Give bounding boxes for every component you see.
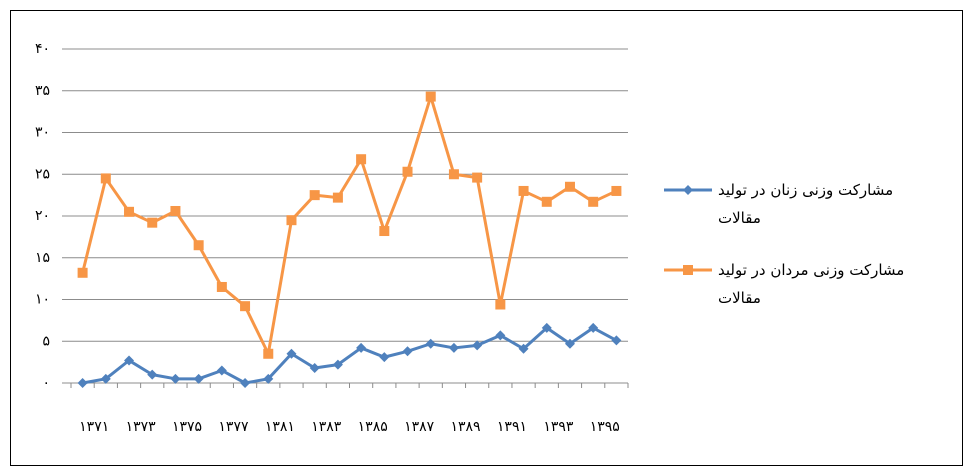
data-point <box>402 166 413 177</box>
y-tick-label: ۱۰ <box>35 292 50 308</box>
legend-marker <box>683 265 693 275</box>
data-point <box>402 346 413 357</box>
data-point <box>216 365 227 376</box>
x-tick-label: ۱۳۷۳ <box>126 419 157 435</box>
y-tick-label: ۵ <box>42 333 50 349</box>
legend-label: مشارکت وزنی مردان در تولید مقالات <box>718 261 905 307</box>
data-point <box>611 185 622 196</box>
data-point <box>100 173 111 184</box>
legend-marker <box>683 185 693 195</box>
data-point <box>541 196 552 207</box>
x-tick-label: ۱۳۹۱ <box>497 419 527 435</box>
data-point <box>77 378 88 388</box>
data-point <box>170 205 181 216</box>
data-point <box>356 154 367 165</box>
data-point <box>564 181 575 192</box>
y-tick-label: ۳۰ <box>35 125 50 141</box>
data-point <box>263 373 274 384</box>
data-point <box>564 338 575 349</box>
y-tick-label: ۳۵ <box>35 83 50 99</box>
data-point <box>541 322 552 333</box>
x-tick-label: ۱۳۸۱ <box>265 419 295 435</box>
x-tick-label: ۱۳۹۵ <box>590 419 620 435</box>
legend-label: مشارکت وزنی زنان در تولید مقالات <box>718 181 894 227</box>
data-point <box>124 355 135 366</box>
data-point <box>518 343 529 354</box>
data-point <box>425 91 436 102</box>
data-point <box>286 215 297 226</box>
data-point <box>332 359 343 370</box>
data-point <box>309 362 320 373</box>
data-point <box>611 335 622 346</box>
data-point <box>170 373 181 384</box>
y-tick-label: ۲۵ <box>35 166 50 182</box>
data-point <box>588 196 599 207</box>
data-point <box>77 267 88 278</box>
data-point <box>100 373 111 384</box>
data-point <box>332 192 343 203</box>
data-point <box>193 373 204 384</box>
data-point <box>286 348 297 359</box>
data-point <box>518 185 529 196</box>
y-tick-label: ۰ <box>42 375 50 391</box>
y-tick-label: ۱۵ <box>35 250 50 266</box>
data-point <box>379 226 390 237</box>
data-point <box>448 169 459 180</box>
data-point <box>495 330 506 341</box>
chart-border <box>10 10 963 466</box>
x-tick-label: ۱۳۷۷ <box>218 419 249 435</box>
data-point <box>240 378 251 388</box>
y-tick-label: ۴۰ <box>35 41 50 57</box>
data-point <box>240 301 251 312</box>
data-point <box>588 322 599 333</box>
data-point <box>356 342 367 353</box>
data-point <box>147 369 158 380</box>
x-tick-label: ۱۳۷۵ <box>172 419 202 435</box>
x-tick-label: ۱۳۸۷ <box>404 419 435 435</box>
data-point <box>216 281 227 292</box>
data-point <box>472 340 483 351</box>
data-point <box>379 352 390 363</box>
data-point <box>147 217 158 228</box>
x-tick-label: ۱۳۸۵ <box>358 419 388 435</box>
x-tick-label: ۱۳۸۹ <box>451 419 481 435</box>
x-tick-label: ۱۳۷۱ <box>79 419 109 435</box>
data-point <box>263 348 274 359</box>
data-point <box>124 206 135 217</box>
data-point <box>472 172 483 183</box>
data-point <box>495 299 506 310</box>
data-point <box>309 190 320 201</box>
y-tick-label: ۲۰ <box>35 208 50 224</box>
x-tick-label: ۱۳۸۳ <box>311 419 342 435</box>
data-point <box>448 342 459 353</box>
data-point <box>193 240 204 251</box>
x-tick-label: ۱۳۹۳ <box>543 419 574 435</box>
data-point <box>425 338 436 349</box>
